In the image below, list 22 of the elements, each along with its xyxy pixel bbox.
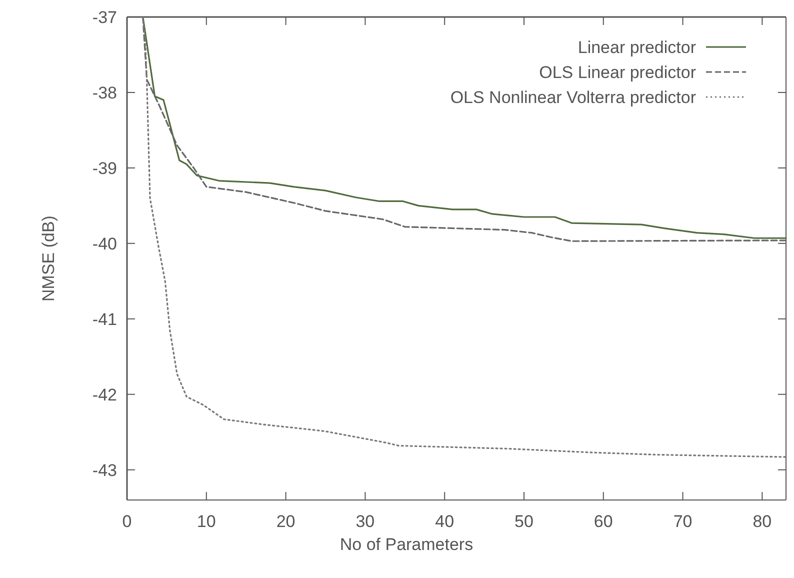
x-tick-label: 80 [752,512,772,531]
x-tick-label: 40 [435,512,454,531]
y-axis-title: NMSE (dB) [39,216,58,302]
y-tick-label: -40 [92,234,117,254]
x-tick-label: 0 [122,512,132,531]
x-tick-label: 60 [594,512,613,531]
y-tick-label: -42 [92,385,117,404]
legend-label: Linear predictor [578,38,696,57]
y-tick-label: -38 [92,83,117,102]
y-tick-label: -37 [92,8,117,27]
legend-label: OLS Nonlinear Volterra predictor [450,88,696,107]
y-tick-label: -39 [92,158,117,178]
x-tick-label: 20 [276,512,296,531]
x-tick-label: 30 [356,512,375,531]
legend-label: OLS Linear predictor [539,62,696,82]
x-tick-label: 70 [673,512,692,531]
x-axis-title: No of Parameters [340,535,474,554]
line-series [142,16,787,458]
x-tick-label: 10 [196,512,216,531]
y-tick-label: -41 [92,310,117,329]
x-tick-label: 50 [514,512,534,531]
y-tick-label: -43 [92,460,117,480]
